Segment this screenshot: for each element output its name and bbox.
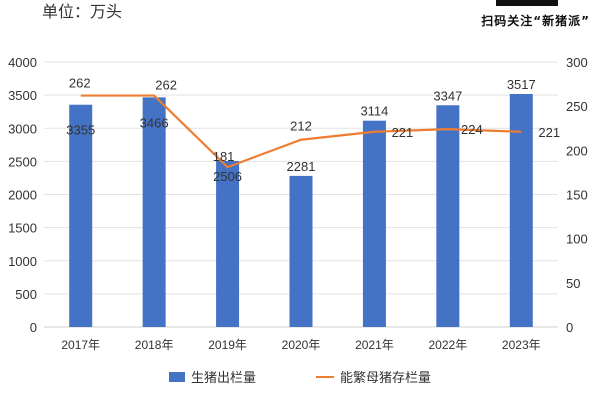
legend-item-bar: 生猪出栏量 xyxy=(168,367,256,386)
x-axis-tick: 2022年 xyxy=(429,338,468,352)
x-axis-tick: 2020年 xyxy=(282,338,321,352)
left-axis-tick: 2000 xyxy=(8,188,37,203)
x-axis-tick: 2019年 xyxy=(208,338,247,352)
bar-data-label: 3114 xyxy=(360,104,388,119)
left-axis-tick: 1000 xyxy=(8,254,37,269)
line-data-label: 262 xyxy=(69,76,91,91)
left-axis-tick: 2500 xyxy=(8,154,37,169)
line-data-label: 212 xyxy=(290,119,312,134)
qr-code-fragment xyxy=(496,0,558,6)
left-axis-tick: 3000 xyxy=(8,121,37,136)
bar-swatch-icon xyxy=(168,371,185,382)
right-axis-tick: 50 xyxy=(566,276,580,291)
bar xyxy=(289,175,313,327)
right-axis-tick: 150 xyxy=(566,188,588,203)
bar xyxy=(509,93,533,327)
left-axis-tick: 1500 xyxy=(8,221,37,236)
bar-data-label: 3466 xyxy=(140,115,169,130)
bar-data-label: 3355 xyxy=(66,123,95,138)
line-data-label: 262 xyxy=(155,78,177,93)
unit-label: 单位：万头 xyxy=(42,2,123,21)
right-axis-tick: 200 xyxy=(566,143,588,158)
bar-data-label: 3347 xyxy=(433,88,462,103)
left-axis-tick: 0 xyxy=(30,320,37,335)
bar xyxy=(69,104,93,327)
x-axis-tick: 2021年 xyxy=(355,338,394,352)
right-axis-tick: 300 xyxy=(566,55,588,70)
bar xyxy=(362,120,386,327)
legend-item-line: 能繁母猪存栏量 xyxy=(316,367,431,386)
combo-chart: 0 500 1000 1500 2000 2500 3000 3500 4000 0 50 100 15… xyxy=(8,55,588,352)
right-axis-tick: 0 xyxy=(566,320,573,335)
bar xyxy=(142,97,166,327)
x-axis-tick: 2023年 xyxy=(502,338,541,352)
line-data-label: 221 xyxy=(538,125,560,140)
legend: 生猪出栏量 能繁母猪存栏量 xyxy=(0,367,600,386)
line-swatch-icon xyxy=(316,375,334,378)
line-data-label: 221 xyxy=(392,125,414,140)
left-axis-tick: 3500 xyxy=(8,88,37,103)
legend-bar-label: 生猪出栏量 xyxy=(190,371,256,386)
right-axis-tick: 250 xyxy=(566,99,588,114)
qr-caption: 扫码关注“新猪派” xyxy=(481,14,590,28)
legend-line-label: 能繁母猪存栏量 xyxy=(340,371,432,386)
left-axis-tick: 4000 xyxy=(8,55,37,70)
bar xyxy=(216,160,240,327)
left-axis-tick: 500 xyxy=(15,287,37,302)
line-data-label: 181 xyxy=(213,149,235,164)
right-axis-tick: 100 xyxy=(566,232,588,247)
bar-data-label: 3517 xyxy=(507,77,536,92)
line-data-label: 224 xyxy=(461,122,483,137)
x-axis-tick: 2017年 xyxy=(61,338,100,352)
bar-data-label: 2506 xyxy=(213,169,242,184)
bar xyxy=(436,105,460,327)
x-axis-tick: 2018年 xyxy=(135,338,174,352)
line-series xyxy=(80,94,522,169)
bar-data-label: 2281 xyxy=(287,159,316,174)
